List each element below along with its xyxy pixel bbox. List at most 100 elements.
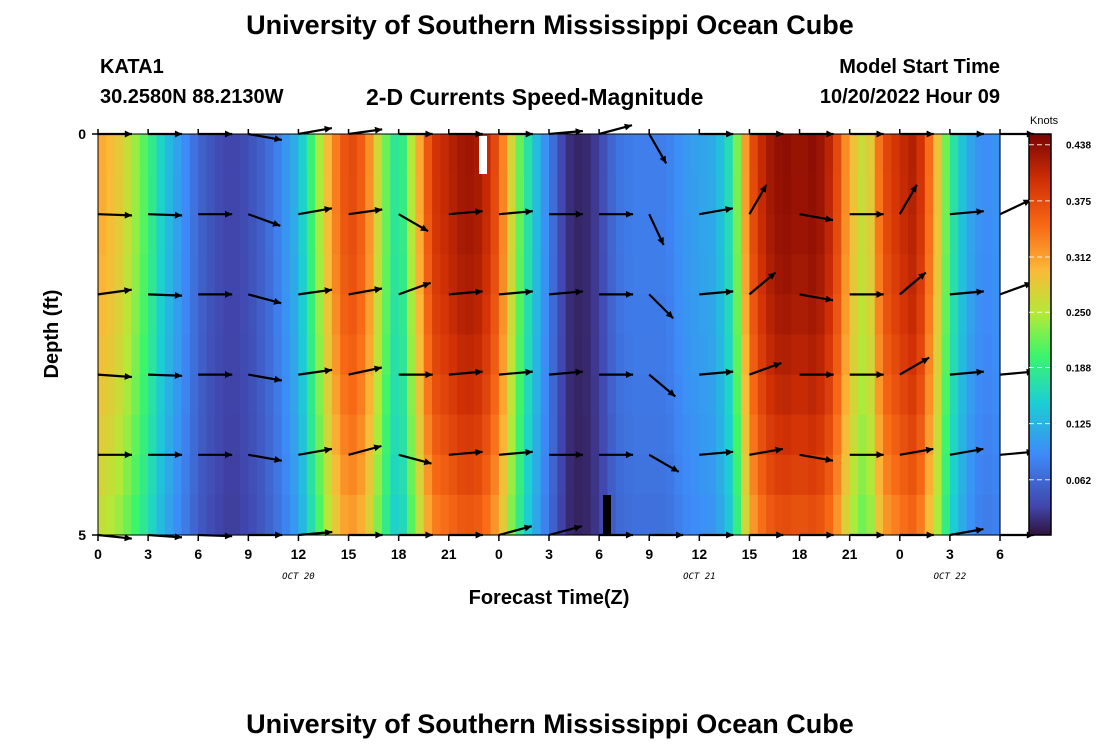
x-tick-label: 0 (94, 546, 102, 562)
heatmap-cell (574, 254, 584, 295)
heatmap-cell (682, 294, 692, 336)
heatmap-cell (131, 174, 141, 215)
heatmap-cell (590, 494, 600, 536)
heatmap-cell (331, 414, 341, 456)
heatmap-cell (832, 334, 842, 376)
heatmap-cell (206, 254, 216, 295)
heatmap-cell (123, 374, 133, 416)
heatmap-cell (841, 174, 851, 215)
heatmap-cell (390, 494, 400, 536)
heatmap-cell (757, 214, 767, 255)
heatmap-cell (448, 254, 458, 295)
current-vector (348, 365, 383, 376)
heatmap-cell (958, 174, 968, 215)
heatmap-cell (941, 254, 951, 295)
heatmap-cell (348, 254, 358, 295)
heatmap-cell (315, 134, 325, 175)
heatmap-cell (958, 254, 968, 295)
heatmap-cell (757, 294, 767, 336)
heatmap-cell (549, 414, 558, 456)
heatmap-cell (306, 294, 316, 336)
heatmap-cell (507, 174, 517, 215)
heatmap-cell (966, 214, 976, 255)
heatmap-cell (699, 414, 709, 456)
heatmap-cell (407, 334, 416, 376)
heatmap-cell (841, 294, 851, 336)
heatmap-cell (916, 374, 926, 416)
heatmap-cell (323, 494, 333, 536)
heatmap-cell (916, 174, 926, 215)
heatmap-cell (640, 134, 650, 175)
heatmap-cell (966, 294, 976, 336)
heatmap-cell (156, 174, 166, 215)
heatmap-cell (290, 294, 300, 336)
heatmap-cell (198, 414, 208, 456)
heatmap-cell (532, 214, 542, 255)
heatmap-cell (407, 294, 416, 336)
heatmap-cell (390, 294, 400, 336)
heatmap-cell (599, 294, 609, 336)
heatmap-cell (523, 374, 533, 416)
heatmap-cell (674, 294, 684, 336)
heatmap-cell (615, 414, 625, 456)
heatmap-cell (415, 294, 425, 336)
heatmap-cell (933, 374, 943, 416)
x-tick-label: 9 (645, 546, 653, 562)
heatmap-cell (916, 454, 926, 496)
heatmap-cell (298, 454, 308, 496)
heatmap-cell (866, 134, 876, 175)
heatmap-cell (98, 454, 107, 496)
heatmap-cell (123, 454, 133, 496)
heatmap-cell (707, 214, 717, 255)
heatmap-cell (507, 214, 517, 255)
heatmap-cell (290, 214, 300, 255)
heatmap-cell (774, 334, 784, 376)
heatmap-cell (807, 294, 817, 336)
colorbar-title: Knots (1030, 115, 1059, 127)
heatmap-cell (799, 414, 809, 456)
heatmap-cell (816, 254, 826, 295)
current-vector (548, 368, 583, 376)
heatmap-cell (774, 174, 784, 215)
heatmap-cell (699, 254, 709, 295)
heatmap-cell (824, 174, 834, 215)
heatmap-cell (624, 414, 634, 456)
heatmap-cell (532, 334, 542, 376)
heatmap-cell (148, 414, 158, 456)
heatmap-cell (398, 454, 408, 496)
heatmap-cell (457, 454, 467, 496)
current-vector (348, 126, 383, 136)
heatmap-cell (131, 254, 141, 295)
current-vector (598, 123, 633, 136)
heatmap-cell (549, 294, 558, 336)
heatmap-cell (908, 334, 918, 376)
heatmap-cell (523, 414, 533, 456)
heatmap-cell (498, 374, 508, 416)
heatmap-cell (941, 134, 951, 175)
heatmap-cell (114, 134, 124, 175)
heatmap-cell (649, 414, 659, 456)
heatmap-cell (824, 374, 834, 416)
heatmap-cell (640, 214, 650, 255)
heatmap-cell (407, 214, 416, 255)
heatmap-cell (148, 494, 158, 536)
heatmap-cell (390, 414, 400, 456)
heatmap-cell (340, 374, 350, 416)
heatmap-cell (473, 214, 483, 255)
heatmap-cell (273, 214, 283, 255)
heatmap-cell (866, 454, 876, 496)
heatmap-cell (716, 174, 725, 215)
heatmap-cell (916, 494, 926, 536)
current-vector (849, 210, 884, 218)
heatmap-cell (482, 374, 492, 416)
heatmap-cell (891, 174, 901, 215)
heatmap-cell (741, 454, 751, 496)
heatmap-cell (707, 174, 717, 215)
heatmap-cell (807, 174, 817, 215)
heatmap-cell (306, 374, 316, 416)
heatmap-cell (331, 214, 341, 255)
heatmap-cell (841, 414, 851, 456)
heatmap-cell (164, 134, 174, 175)
heatmap-cell (532, 134, 542, 175)
heatmap-cell (206, 414, 216, 456)
